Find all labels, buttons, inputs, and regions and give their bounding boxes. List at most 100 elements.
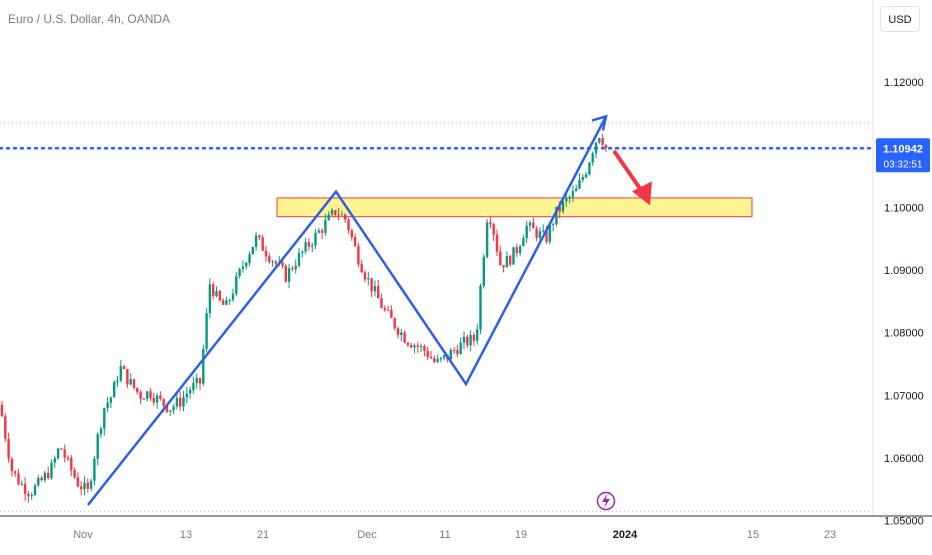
candle-body — [350, 230, 353, 238]
candle-body — [103, 408, 106, 429]
candle-body — [235, 276, 238, 294]
candle-body — [320, 230, 324, 233]
projection-arrow-shaft — [612, 149, 644, 193]
candle-body — [106, 402, 109, 409]
candle-body — [555, 206, 558, 225]
symbol-title: Euro / U.S. Dollar, 4h, OANDA — [8, 12, 171, 26]
x-tick-label: 19 — [515, 529, 527, 541]
price-tag-countdown: 03:32:51 — [884, 159, 923, 170]
candle-body — [429, 356, 433, 359]
candle-body — [241, 266, 245, 269]
projection-arrowhead — [632, 181, 652, 206]
x-tick-label: 13 — [180, 529, 192, 541]
candle-body — [238, 268, 241, 277]
candle-body — [33, 485, 37, 496]
candle-body — [363, 272, 367, 280]
candle-body — [245, 262, 248, 267]
candle-body — [324, 220, 327, 233]
y-tick-label: 1.12000 — [884, 77, 924, 89]
candle-body — [14, 471, 17, 474]
candle-body — [27, 494, 30, 497]
candle-body — [594, 142, 598, 154]
candle-body — [83, 482, 86, 490]
candle-body — [311, 245, 314, 247]
candle-body — [377, 286, 380, 299]
candle-body — [225, 300, 228, 305]
candle-body — [357, 246, 360, 265]
y-tick-label: 1.09000 — [884, 265, 924, 277]
candle-body — [159, 395, 162, 399]
candle-body — [284, 265, 287, 282]
candle-body — [208, 284, 212, 314]
candle-body — [294, 265, 297, 270]
candle-body — [231, 293, 235, 300]
candle-body — [271, 261, 274, 263]
candle-body — [565, 197, 568, 202]
candle-body — [330, 210, 334, 215]
candle-body — [205, 313, 208, 349]
x-tick-label: 2024 — [613, 529, 638, 541]
candle-body — [40, 477, 43, 481]
candle-body — [413, 345, 416, 348]
candle-body — [353, 237, 357, 247]
candle-body — [116, 380, 119, 383]
candle-body — [588, 162, 591, 175]
candle-body — [43, 472, 47, 481]
candle-body — [195, 378, 198, 383]
candle-body — [476, 329, 479, 341]
candle-body — [390, 310, 393, 319]
candle-body — [452, 350, 456, 352]
candle-body — [396, 328, 400, 335]
candle-body — [47, 472, 50, 479]
candle-body — [568, 196, 571, 198]
candle-body — [373, 286, 377, 292]
candle-body — [400, 332, 403, 335]
candle-body — [212, 284, 215, 297]
candle-body — [99, 428, 103, 435]
candle-body — [37, 477, 40, 486]
candle-body — [314, 232, 317, 246]
candle-body — [466, 336, 469, 346]
candle-body — [538, 231, 542, 238]
candle-body — [198, 378, 202, 384]
candle-body — [4, 416, 7, 439]
lightning-bolt — [602, 494, 610, 508]
candle-body — [416, 345, 419, 347]
candle-body — [344, 214, 347, 220]
candle-body — [7, 438, 10, 459]
candle-body — [578, 180, 581, 189]
candle-body — [449, 350, 452, 360]
candle-body — [383, 307, 386, 310]
candle-body — [492, 224, 495, 235]
candle-body — [132, 379, 136, 388]
candle-body — [601, 138, 604, 145]
candle-body — [119, 366, 122, 381]
candle-body — [20, 483, 23, 485]
candle-body — [482, 256, 485, 286]
currency-button[interactable]: USD — [880, 6, 920, 32]
x-tick-label: Nov — [73, 529, 93, 541]
candle-body — [89, 480, 93, 489]
candle-body — [50, 462, 53, 479]
candle-body — [109, 397, 113, 403]
candle-body — [215, 291, 218, 297]
candle-body — [584, 174, 588, 178]
candle-body — [149, 391, 152, 399]
candle-body — [334, 210, 337, 215]
candle-body — [291, 268, 294, 270]
candle-body — [604, 144, 608, 148]
candle-body — [436, 359, 439, 362]
candle-body — [23, 483, 27, 495]
candle-body — [426, 350, 429, 357]
candle-body — [251, 246, 254, 255]
candle-body — [70, 457, 73, 471]
x-tick-label: 11 — [439, 529, 450, 541]
candle-body — [248, 254, 251, 263]
candle-body — [548, 225, 551, 242]
y-tick-label: 1.06000 — [884, 453, 924, 465]
candle-body — [146, 391, 149, 400]
candle-body — [175, 397, 179, 407]
price-tag-value: 1.10942 — [883, 143, 923, 155]
